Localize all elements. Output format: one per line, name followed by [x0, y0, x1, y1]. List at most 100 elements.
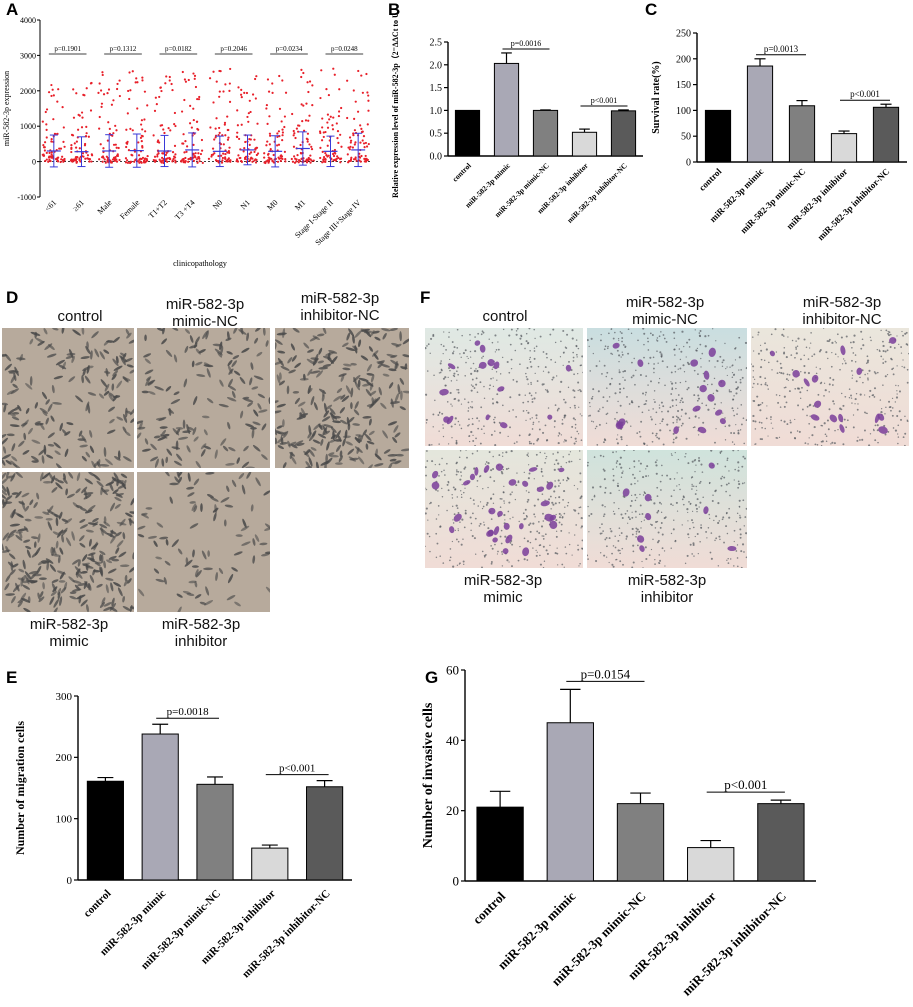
- pore: [643, 492, 646, 494]
- y-tick-label: 100: [56, 814, 73, 826]
- pore: [613, 501, 615, 504]
- pore: [649, 356, 652, 359]
- pore: [620, 513, 623, 516]
- cell: [87, 582, 91, 591]
- data-point: [45, 108, 49, 111]
- data-point: [331, 128, 335, 131]
- pore: [688, 338, 691, 341]
- data-point: [81, 152, 85, 155]
- bar: [687, 847, 735, 882]
- pore: [446, 509, 448, 512]
- data-point: [107, 121, 110, 124]
- pore: [682, 503, 685, 506]
- pore: [692, 485, 695, 487]
- cell: [11, 596, 16, 604]
- cell: [354, 436, 361, 444]
- pore: [534, 516, 536, 518]
- pore: [622, 370, 625, 373]
- cell: [360, 355, 369, 361]
- pore: [754, 420, 757, 423]
- pore: [624, 512, 627, 515]
- cell: [38, 596, 45, 603]
- pore: [618, 354, 621, 357]
- cell: [193, 478, 200, 486]
- data-point: [328, 118, 331, 121]
- pore: [485, 503, 488, 506]
- data-point: [77, 128, 80, 131]
- pore: [736, 512, 739, 515]
- pore: [794, 357, 796, 359]
- cell: [106, 532, 115, 538]
- cell: [186, 486, 195, 490]
- cell: [112, 395, 118, 402]
- pore: [739, 528, 742, 531]
- data-point: [277, 130, 281, 133]
- pore: [715, 428, 717, 430]
- pore: [882, 340, 884, 343]
- pore: [654, 461, 657, 464]
- data-point: [256, 152, 260, 155]
- pore: [675, 501, 678, 504]
- pore: [540, 468, 543, 470]
- pore: [655, 434, 657, 437]
- cell: [261, 454, 268, 460]
- pore: [743, 457, 746, 460]
- data-point: [140, 119, 144, 122]
- pore: [562, 456, 565, 458]
- pore: [670, 532, 673, 535]
- pore: [745, 419, 747, 421]
- cell: [115, 531, 122, 537]
- cell: [77, 559, 81, 567]
- pore: [566, 479, 568, 482]
- pore: [637, 405, 640, 408]
- data-point: [108, 127, 111, 130]
- pore: [510, 358, 513, 361]
- pore: [830, 443, 832, 445]
- pore: [617, 400, 619, 403]
- cell: [241, 484, 246, 495]
- data-point: [263, 152, 266, 155]
- data-point: [183, 151, 186, 154]
- pore: [834, 340, 836, 342]
- pore: [687, 533, 690, 536]
- pore: [638, 430, 641, 433]
- pore: [496, 379, 498, 381]
- data-point: [163, 131, 166, 135]
- pore: [515, 333, 518, 336]
- pore: [652, 538, 654, 541]
- pore: [555, 535, 558, 538]
- invaded-cell: [431, 481, 440, 490]
- cell: [55, 359, 65, 366]
- pore: [618, 383, 621, 386]
- cell: [292, 328, 300, 333]
- cell: [22, 450, 30, 455]
- pore: [604, 487, 607, 489]
- cell: [82, 369, 86, 376]
- label-f-inhibitor-nc-line2: inhibitor-NC: [802, 311, 882, 328]
- cell: [53, 598, 59, 608]
- pore: [459, 353, 461, 355]
- data-point: [226, 115, 229, 118]
- pore: [682, 496, 685, 499]
- pore: [803, 354, 805, 357]
- pore: [780, 371, 783, 375]
- cell: [108, 394, 114, 402]
- pore: [495, 401, 498, 404]
- bar: [616, 803, 665, 882]
- cell: [41, 560, 51, 564]
- cell: [350, 387, 354, 398]
- pore: [557, 407, 560, 410]
- pore: [546, 552, 549, 555]
- cell: [318, 347, 323, 355]
- pore: [726, 559, 728, 561]
- pore: [619, 331, 622, 333]
- pore: [854, 398, 857, 401]
- data-point: [319, 156, 322, 160]
- data-point: [346, 153, 349, 156]
- cell: [15, 472, 23, 479]
- cell: [328, 454, 339, 458]
- pore: [688, 536, 690, 539]
- pore: [897, 385, 900, 387]
- cell: [326, 441, 330, 451]
- pore: [612, 474, 615, 477]
